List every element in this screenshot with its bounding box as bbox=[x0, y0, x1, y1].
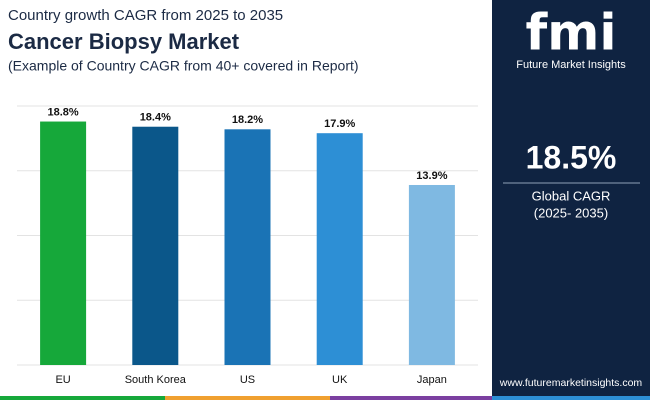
brand-name: Future Market Insights bbox=[516, 59, 626, 71]
x-tick-label: UK bbox=[332, 374, 348, 386]
value-label: 18.8% bbox=[47, 106, 78, 118]
highlight-period: (2025- 2035) bbox=[534, 205, 608, 220]
chart-title: Cancer Biopsy Market bbox=[8, 29, 240, 54]
color-strip bbox=[0, 396, 650, 400]
bar bbox=[224, 129, 271, 365]
x-tick-label: US bbox=[240, 374, 255, 386]
bar bbox=[132, 126, 179, 365]
brand-logo: fmi bbox=[526, 4, 617, 62]
x-tick-label: EU bbox=[55, 374, 70, 386]
side-panel bbox=[492, 0, 650, 400]
plot-area: 18.8% EU 18.4% South Korea 18.2% US 17.9% UK 13.… bbox=[17, 105, 478, 386]
subtitle: (Example of Country CAGR from 40+ covere… bbox=[8, 58, 359, 74]
highlight-label: Global CAGR bbox=[532, 188, 611, 203]
x-tick-label: South Korea bbox=[125, 374, 187, 386]
bar bbox=[40, 121, 87, 365]
highlight-value: 18.5% bbox=[526, 139, 617, 175]
value-label: 17.9% bbox=[324, 118, 355, 130]
bar bbox=[316, 133, 363, 365]
value-label: 13.9% bbox=[416, 170, 447, 182]
x-tick-label: Japan bbox=[417, 374, 447, 386]
pretitle: Country growth CAGR from 2025 to 2035 bbox=[8, 7, 283, 24]
value-label: 18.4% bbox=[140, 112, 171, 124]
footer-url: www.futuremarketinsights.com bbox=[499, 377, 643, 389]
bar bbox=[408, 184, 455, 365]
value-label: 18.2% bbox=[232, 114, 263, 126]
